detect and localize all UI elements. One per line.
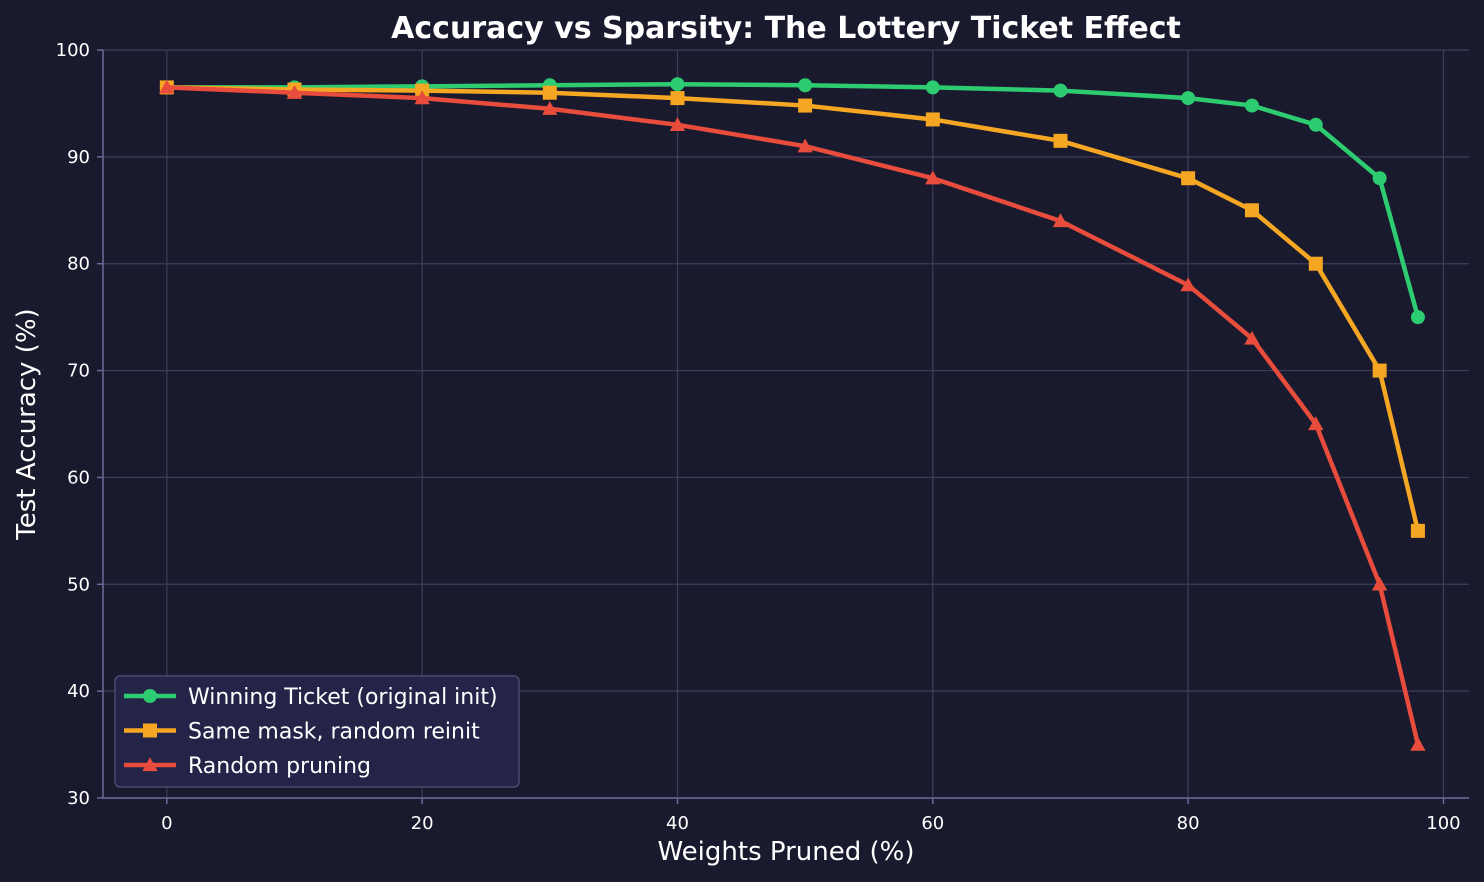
series-line	[164, 85, 1421, 747]
data-point	[1053, 133, 1068, 148]
x-tick-label: 0	[161, 813, 172, 834]
data-point	[1244, 330, 1260, 345]
data-point	[286, 85, 303, 99]
series-square	[159, 80, 1425, 538]
y-tick-label: 40	[67, 681, 90, 702]
data-point	[1180, 277, 1196, 292]
series-triangle	[159, 79, 1426, 751]
legend-label: Same mask, random reinit	[188, 720, 480, 745]
legend[interactable]: Winning Ticket (original init) Same mask,…	[114, 675, 520, 788]
legend-item[interactable]: Winning Ticket (original init)	[124, 685, 498, 710]
data-point	[1308, 416, 1324, 431]
data-point	[1371, 576, 1388, 591]
data-point	[542, 85, 557, 100]
data-point	[1410, 310, 1425, 325]
chart-title: Accuracy vs Sparsity: The Lottery Ticket…	[391, 11, 1181, 46]
data-point	[1372, 363, 1387, 378]
x-tick-label: 20	[411, 813, 434, 834]
grid	[103, 49, 1469, 799]
data-point	[925, 112, 940, 127]
x-tick-label: 40	[666, 813, 689, 834]
x-tick-label: 100	[1426, 813, 1460, 834]
x-tick-label: 80	[1177, 813, 1200, 834]
x-axis-label: Weights Pruned (%)	[657, 837, 914, 867]
data-point	[670, 91, 685, 106]
series-layer	[159, 77, 1426, 751]
data-point	[798, 78, 813, 93]
data-point	[1181, 91, 1196, 106]
y-tick-label: 90	[67, 147, 90, 168]
data-point	[159, 79, 175, 94]
data-point	[414, 90, 430, 105]
data-point	[925, 80, 940, 95]
legend-box	[114, 675, 520, 788]
data-point	[798, 98, 813, 113]
data-point	[925, 170, 941, 185]
data-point	[1308, 256, 1323, 271]
y-tick-label: 80	[67, 254, 90, 275]
data-point	[669, 117, 686, 131]
data-point	[797, 138, 813, 153]
data-point	[542, 101, 558, 115]
data-point	[1410, 736, 1426, 751]
y-tick-label: 30	[67, 788, 90, 809]
data-point	[1053, 83, 1068, 98]
x-tick-label: 60	[921, 813, 944, 834]
data-point	[1372, 171, 1387, 186]
data-point	[1181, 171, 1196, 186]
data-point	[1052, 213, 1069, 228]
y-axis-label: Test Accuracy (%)	[12, 308, 42, 540]
data-point	[670, 77, 685, 92]
legend-marker	[142, 757, 158, 772]
legend-label: Winning Ticket (original init)	[188, 685, 498, 710]
legend-marker	[143, 723, 157, 738]
y-tick-label: 100	[56, 40, 90, 61]
data-point	[1308, 117, 1323, 132]
legend-item[interactable]: Same mask, random reinit	[124, 720, 480, 745]
legend-label: Random pruning	[188, 754, 371, 779]
y-tick-label: 70	[67, 361, 90, 382]
data-point	[1244, 98, 1259, 113]
axes: 0 20 40 60 80 100 30 40 50 60 70 80 90 100	[56, 40, 1469, 834]
legend-item[interactable]: Random pruning	[124, 754, 371, 779]
data-point	[1244, 203, 1259, 218]
y-tick-label: 50	[67, 574, 90, 595]
y-tick-label: 60	[67, 467, 90, 488]
data-point	[1410, 523, 1425, 538]
legend-marker	[143, 689, 157, 703]
series-line	[164, 85, 1421, 534]
